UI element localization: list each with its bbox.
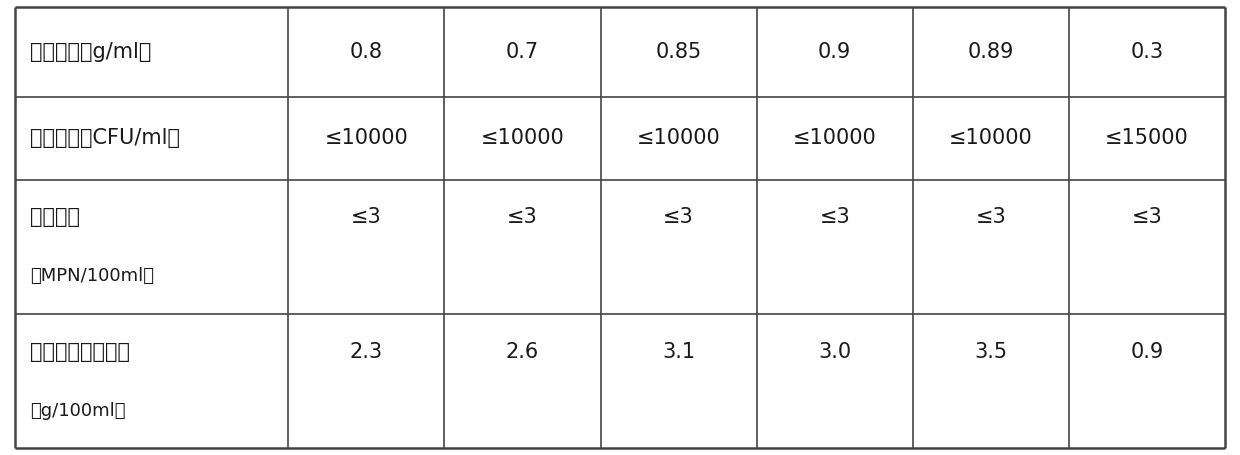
Text: 0.7: 0.7 bbox=[506, 42, 539, 62]
Text: 0.8: 0.8 bbox=[350, 42, 383, 62]
Text: 大肠菌群: 大肠菌群 bbox=[30, 207, 79, 228]
Text: ≤3: ≤3 bbox=[351, 207, 382, 228]
Text: 0.85: 0.85 bbox=[656, 42, 702, 62]
Text: ≤10000: ≤10000 bbox=[325, 128, 408, 148]
Text: 3.1: 3.1 bbox=[662, 342, 696, 362]
Text: 2.6: 2.6 bbox=[506, 342, 539, 362]
Text: ≤10000: ≤10000 bbox=[636, 128, 720, 148]
Text: 0.89: 0.89 bbox=[967, 42, 1014, 62]
Text: （MPN/100ml）: （MPN/100ml） bbox=[30, 268, 154, 285]
Text: ≤3: ≤3 bbox=[976, 207, 1007, 228]
Text: ≤3: ≤3 bbox=[663, 207, 694, 228]
Text: 3.5: 3.5 bbox=[975, 342, 1007, 362]
Text: （g/100ml）: （g/100ml） bbox=[30, 402, 125, 420]
Text: 2.3: 2.3 bbox=[350, 342, 383, 362]
Text: 可溶性无言固形物: 可溶性无言固形物 bbox=[30, 342, 130, 362]
Text: ≤10000: ≤10000 bbox=[792, 128, 877, 148]
Text: 不挥发酸（g/ml）: 不挥发酸（g/ml） bbox=[30, 42, 151, 62]
Text: ≤10000: ≤10000 bbox=[481, 128, 564, 148]
Text: 0.3: 0.3 bbox=[1131, 42, 1163, 62]
Text: ≤15000: ≤15000 bbox=[1105, 128, 1189, 148]
Text: 0.9: 0.9 bbox=[818, 42, 852, 62]
Text: ≤3: ≤3 bbox=[820, 207, 851, 228]
Text: 0.9: 0.9 bbox=[1131, 342, 1163, 362]
Text: ≤3: ≤3 bbox=[1132, 207, 1162, 228]
Text: 菌落总数（CFU/ml）: 菌落总数（CFU/ml） bbox=[30, 128, 180, 148]
Text: 3.0: 3.0 bbox=[818, 342, 852, 362]
Text: ≤10000: ≤10000 bbox=[949, 128, 1033, 148]
Text: ≤3: ≤3 bbox=[507, 207, 538, 228]
